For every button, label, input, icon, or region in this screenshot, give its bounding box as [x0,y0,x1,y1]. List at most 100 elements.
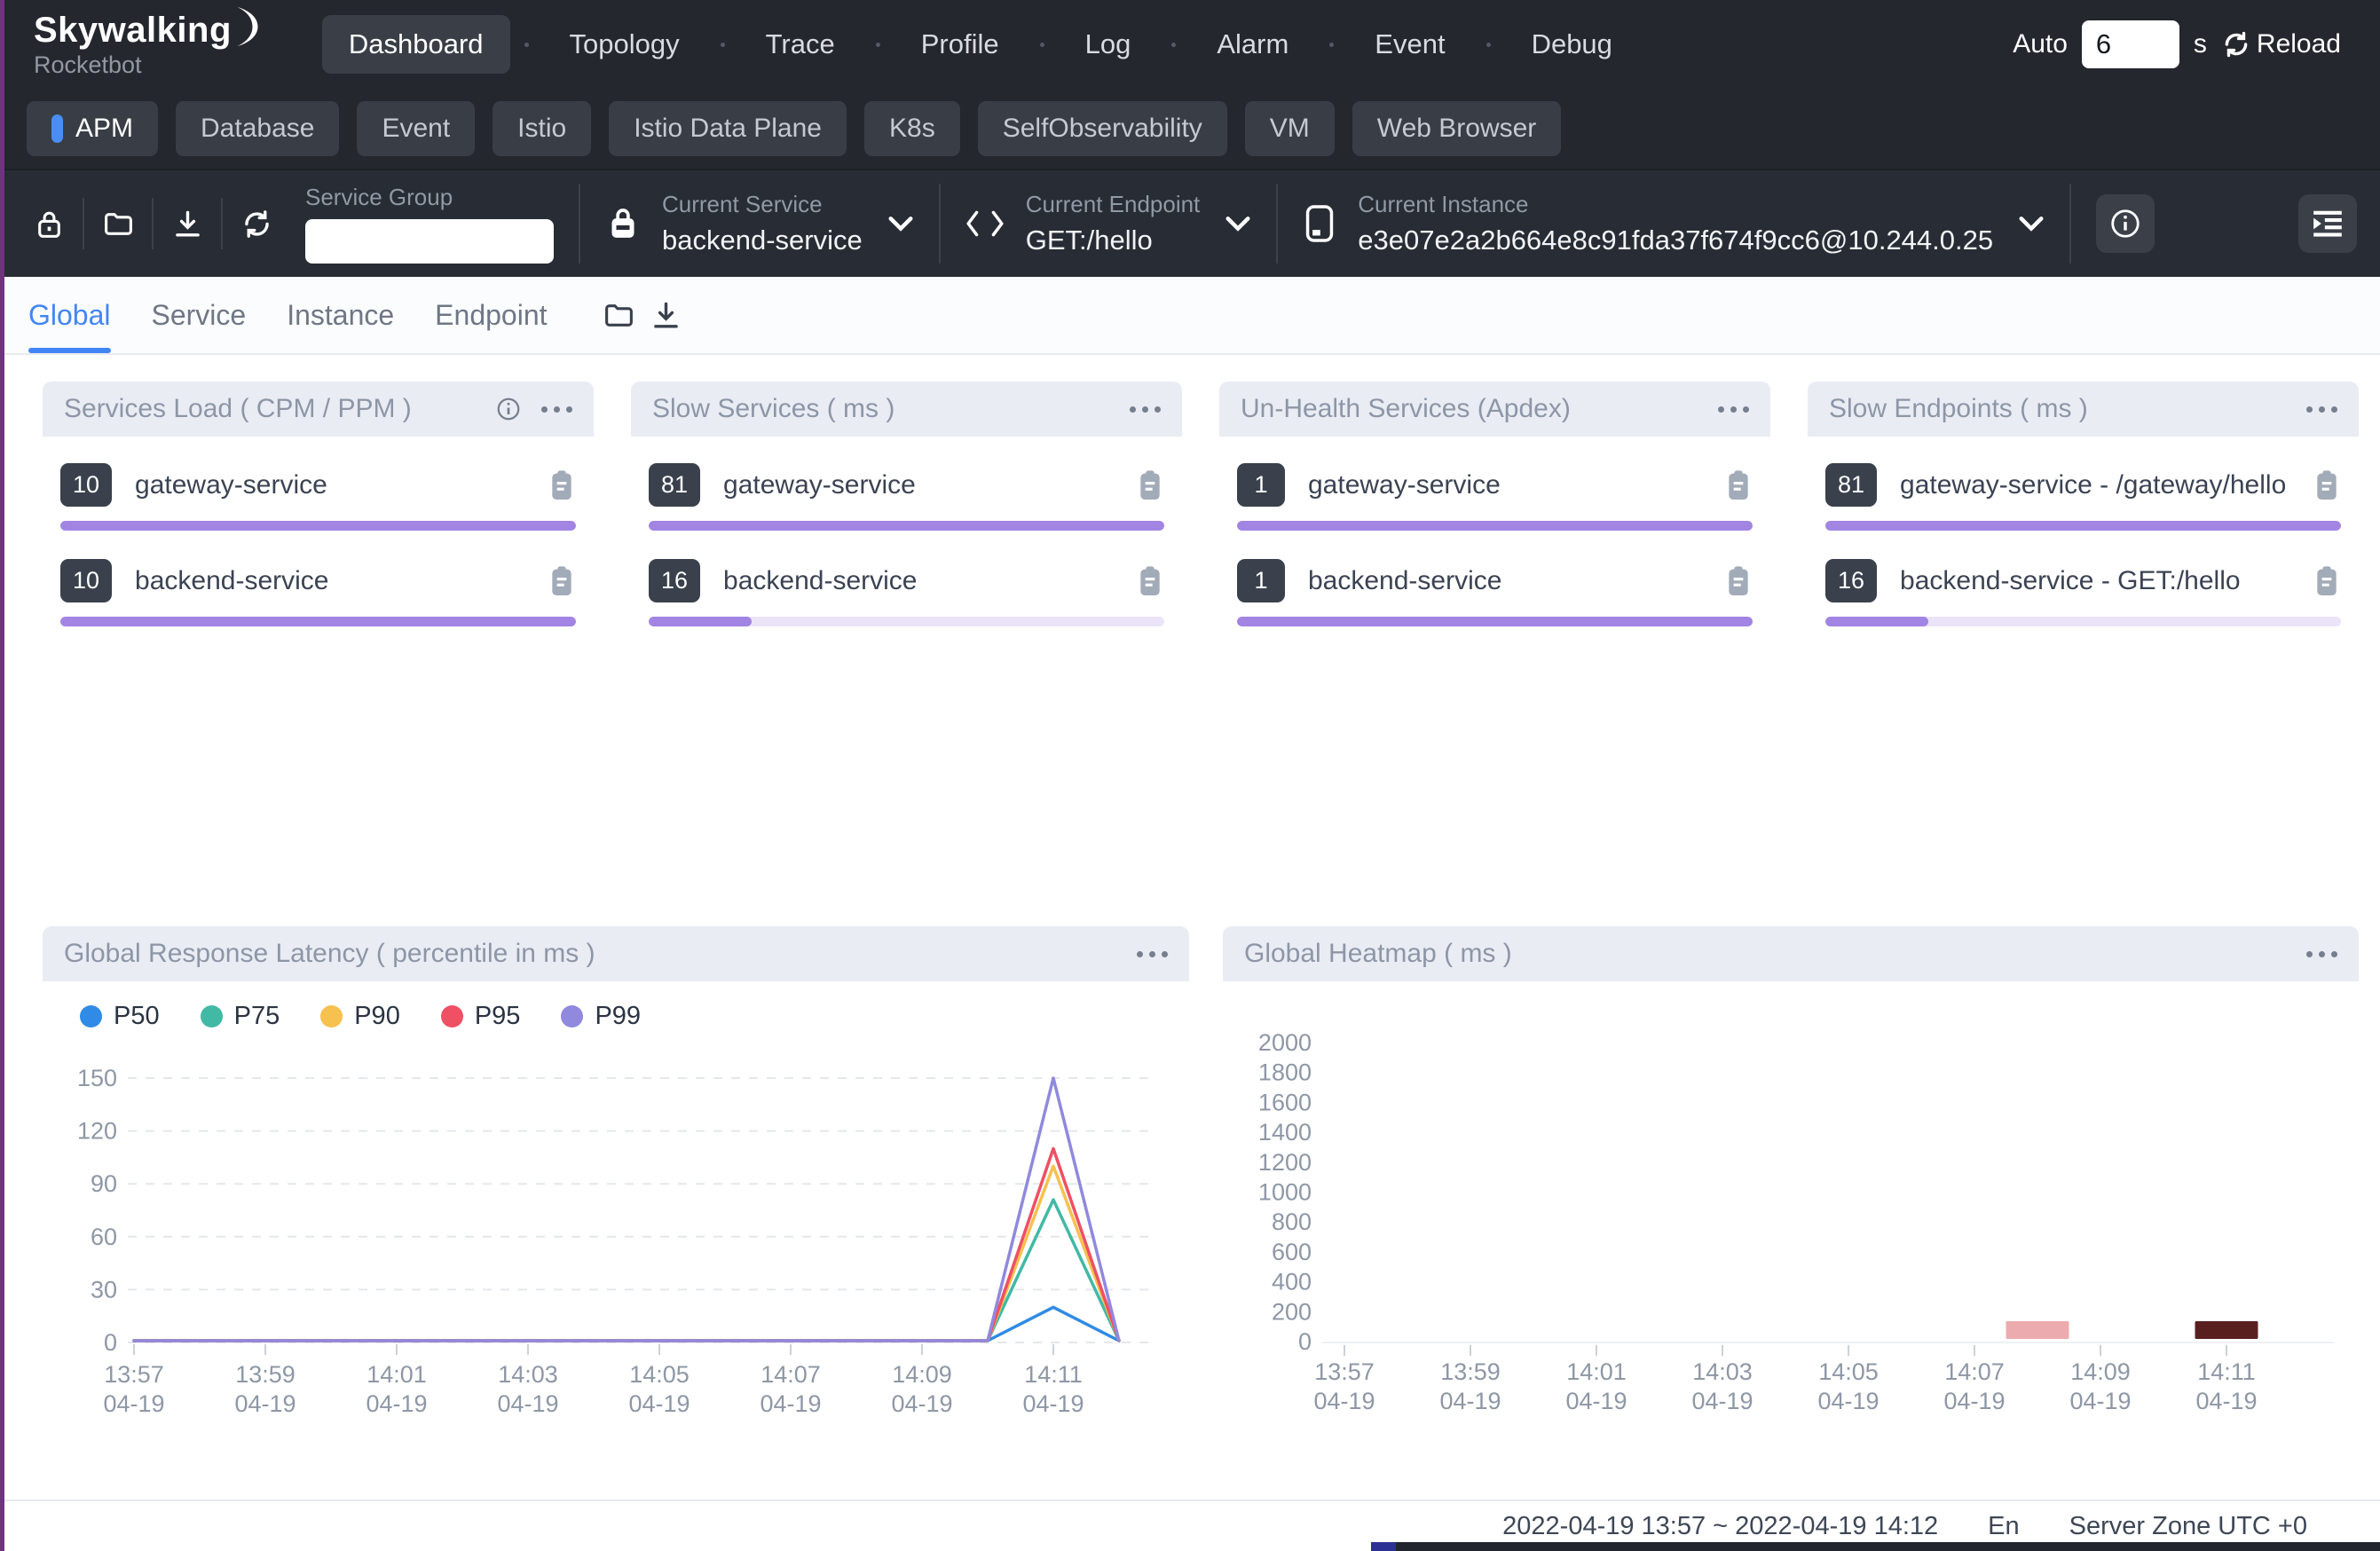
service-item[interactable]: 81 gateway-service [649,463,1164,531]
nav-item-alarm[interactable]: Alarm [1217,28,1289,59]
tab-event[interactable]: Event [357,101,476,156]
card-slow-services: Slow Services ( ms ) 81 gateway-service [631,382,1182,655]
service-item[interactable]: 10 backend-service [60,559,576,626]
service-item[interactable]: 10 gateway-service [60,463,576,531]
card-menu-button[interactable] [1718,405,1749,413]
nav-separator-dot [720,42,725,47]
service-group-input[interactable] [305,219,554,264]
endpoint-name: gateway-service - /gateway/hello [1900,469,2287,500]
legend-item-p50[interactable]: P50 [80,1002,160,1031]
tab-selfobservability[interactable]: SelfObservability [977,101,1227,156]
svg-text:04-19: 04-19 [1943,1388,2005,1414]
svg-text:800: 800 [1272,1209,1312,1235]
service-item[interactable]: 1 gateway-service [1237,463,1753,531]
card-slow-endpoints: Slow Endpoints ( ms ) 81 gateway-service… [1808,382,2359,655]
endpoint-name: backend-service - GET:/hello [1900,565,2241,595]
nav-item-profile[interactable]: Profile [920,28,999,59]
card-title: Un-Health Services (Apdex) [1241,394,1571,423]
service-item[interactable]: 1 backend-service [1237,559,1753,626]
current-instance-label: Current Instance [1358,191,1529,217]
svg-text:600: 600 [1272,1239,1312,1265]
copy-name-button[interactable] [1136,564,1164,598]
card-menu-button[interactable] [1130,405,1161,413]
tab-k8s[interactable]: K8s [864,101,960,156]
nav-item-dashboard[interactable]: Dashboard [321,15,510,74]
info-button[interactable] [2096,194,2155,253]
endpoint-item[interactable]: 16 backend-service - GET:/hello [1825,559,2341,626]
card-menu-button[interactable] [541,405,572,413]
current-endpoint-selector[interactable]: Current Endpoint GET:/hello [965,191,1252,256]
charts-row: Global Response Latency ( percentile in … [43,926,2359,1437]
language-switcher[interactable]: En [1988,1511,2020,1540]
card-unhealth-services: Un-Health Services (Apdex) 1 gateway-ser… [1219,382,1770,655]
metric-cards-row: Services Load ( CPM / PPM ) 10 gateway-s… [43,382,2359,905]
svg-text:1400: 1400 [1258,1119,1312,1146]
import-dashboard-button[interactable] [92,208,144,240]
nav-item-topology[interactable]: Topology [569,28,680,59]
card-menu-button[interactable] [2306,405,2337,413]
tab-global[interactable]: Global [28,278,111,353]
tab-istio[interactable]: Istio [493,101,592,156]
svg-text:2000: 2000 [1258,1029,1312,1056]
nav-item-debug[interactable]: Debug [1531,28,1612,59]
card-title: Services Load ( CPM / PPM ) [64,394,412,423]
tab-vm[interactable]: VM [1244,101,1335,156]
nav-separator-dot [1486,42,1491,47]
export-template-button[interactable] [650,299,682,332]
import-template-button[interactable] [603,299,635,332]
service-item[interactable]: 16 backend-service [649,559,1164,626]
legend-item-p75[interactable]: P75 [200,1002,280,1031]
metric-value-badge: 10 [60,463,113,507]
current-service-value: backend-service [662,224,863,256]
copy-name-button[interactable] [1136,468,1164,502]
legend-dot [440,1004,463,1027]
auto-reload-interval-input[interactable] [2081,20,2179,68]
nav-separator-dot [1329,42,1335,47]
current-instance-selector[interactable]: Current Instance e3e07e2a2b664e8c91fda37… [1303,191,2045,256]
lock-template-button[interactable] [23,208,75,240]
latency-chart-svg: 030609012015013:5704-1913:5904-1914:0104… [77,1065,1152,1417]
nav-item-trace[interactable]: Trace [765,28,835,59]
tab-service[interactable]: Service [151,298,247,331]
legend-item-p95[interactable]: P95 [440,1002,520,1031]
refresh-dashboard-button[interactable] [231,208,282,240]
copy-name-button[interactable] [2313,468,2341,502]
copy-name-button[interactable] [1724,564,1753,598]
copy-name-button[interactable] [1724,468,1753,502]
tab-instance[interactable]: Instance [287,298,395,331]
copy-name-button[interactable] [548,468,576,502]
copy-name-button[interactable] [548,564,576,598]
tab-web-browser[interactable]: Web Browser [1352,101,1562,156]
legend-item-p90[interactable]: P90 [320,1002,400,1031]
card-menu-button[interactable] [2306,950,2337,957]
tab-endpoint[interactable]: Endpoint [435,298,548,331]
svg-text:13:59: 13:59 [235,1361,296,1388]
clipboard-icon [552,565,571,595]
nav-item-event[interactable]: Event [1375,28,1446,59]
time-range-picker[interactable]: 2022-04-19 13:57 ~ 2022-04-19 14:12 [1502,1511,1939,1540]
svg-text:04-19: 04-19 [366,1390,427,1417]
svg-text:04-19: 04-19 [1313,1388,1375,1414]
copy-name-button[interactable] [2313,564,2341,598]
svg-text:0: 0 [1298,1328,1312,1355]
service-group-field: Service Group [305,184,554,264]
tab-database[interactable]: Database [176,101,340,156]
current-service-selector[interactable]: Current Service backend-service [605,191,914,256]
nav-item-log[interactable]: Log [1084,28,1131,59]
reload-button[interactable]: Reload [2221,29,2341,59]
clipboard-icon [1140,565,1160,595]
card-title: Global Response Latency ( percentile in … [64,939,595,968]
tab-apm[interactable]: APM [27,101,159,156]
brand-logo[interactable]: Skywalking Rocketbot [34,6,258,77]
tab-label: Event [382,114,451,143]
tab-istio-data-plane[interactable]: Istio Data Plane [609,101,847,156]
expand-panel-button[interactable] [2298,194,2357,253]
card-header: Global Response Latency ( percentile in … [43,926,1189,981]
service-name: backend-service [135,565,329,595]
info-circle-icon[interactable] [495,396,522,422]
card-menu-button[interactable] [1137,950,1168,957]
endpoint-item[interactable]: 81 gateway-service - /gateway/hello [1825,463,2341,531]
metric-value-badge: 16 [649,559,701,602]
export-dashboard-button[interactable] [162,208,213,240]
legend-item-p99[interactable]: P99 [561,1002,641,1031]
